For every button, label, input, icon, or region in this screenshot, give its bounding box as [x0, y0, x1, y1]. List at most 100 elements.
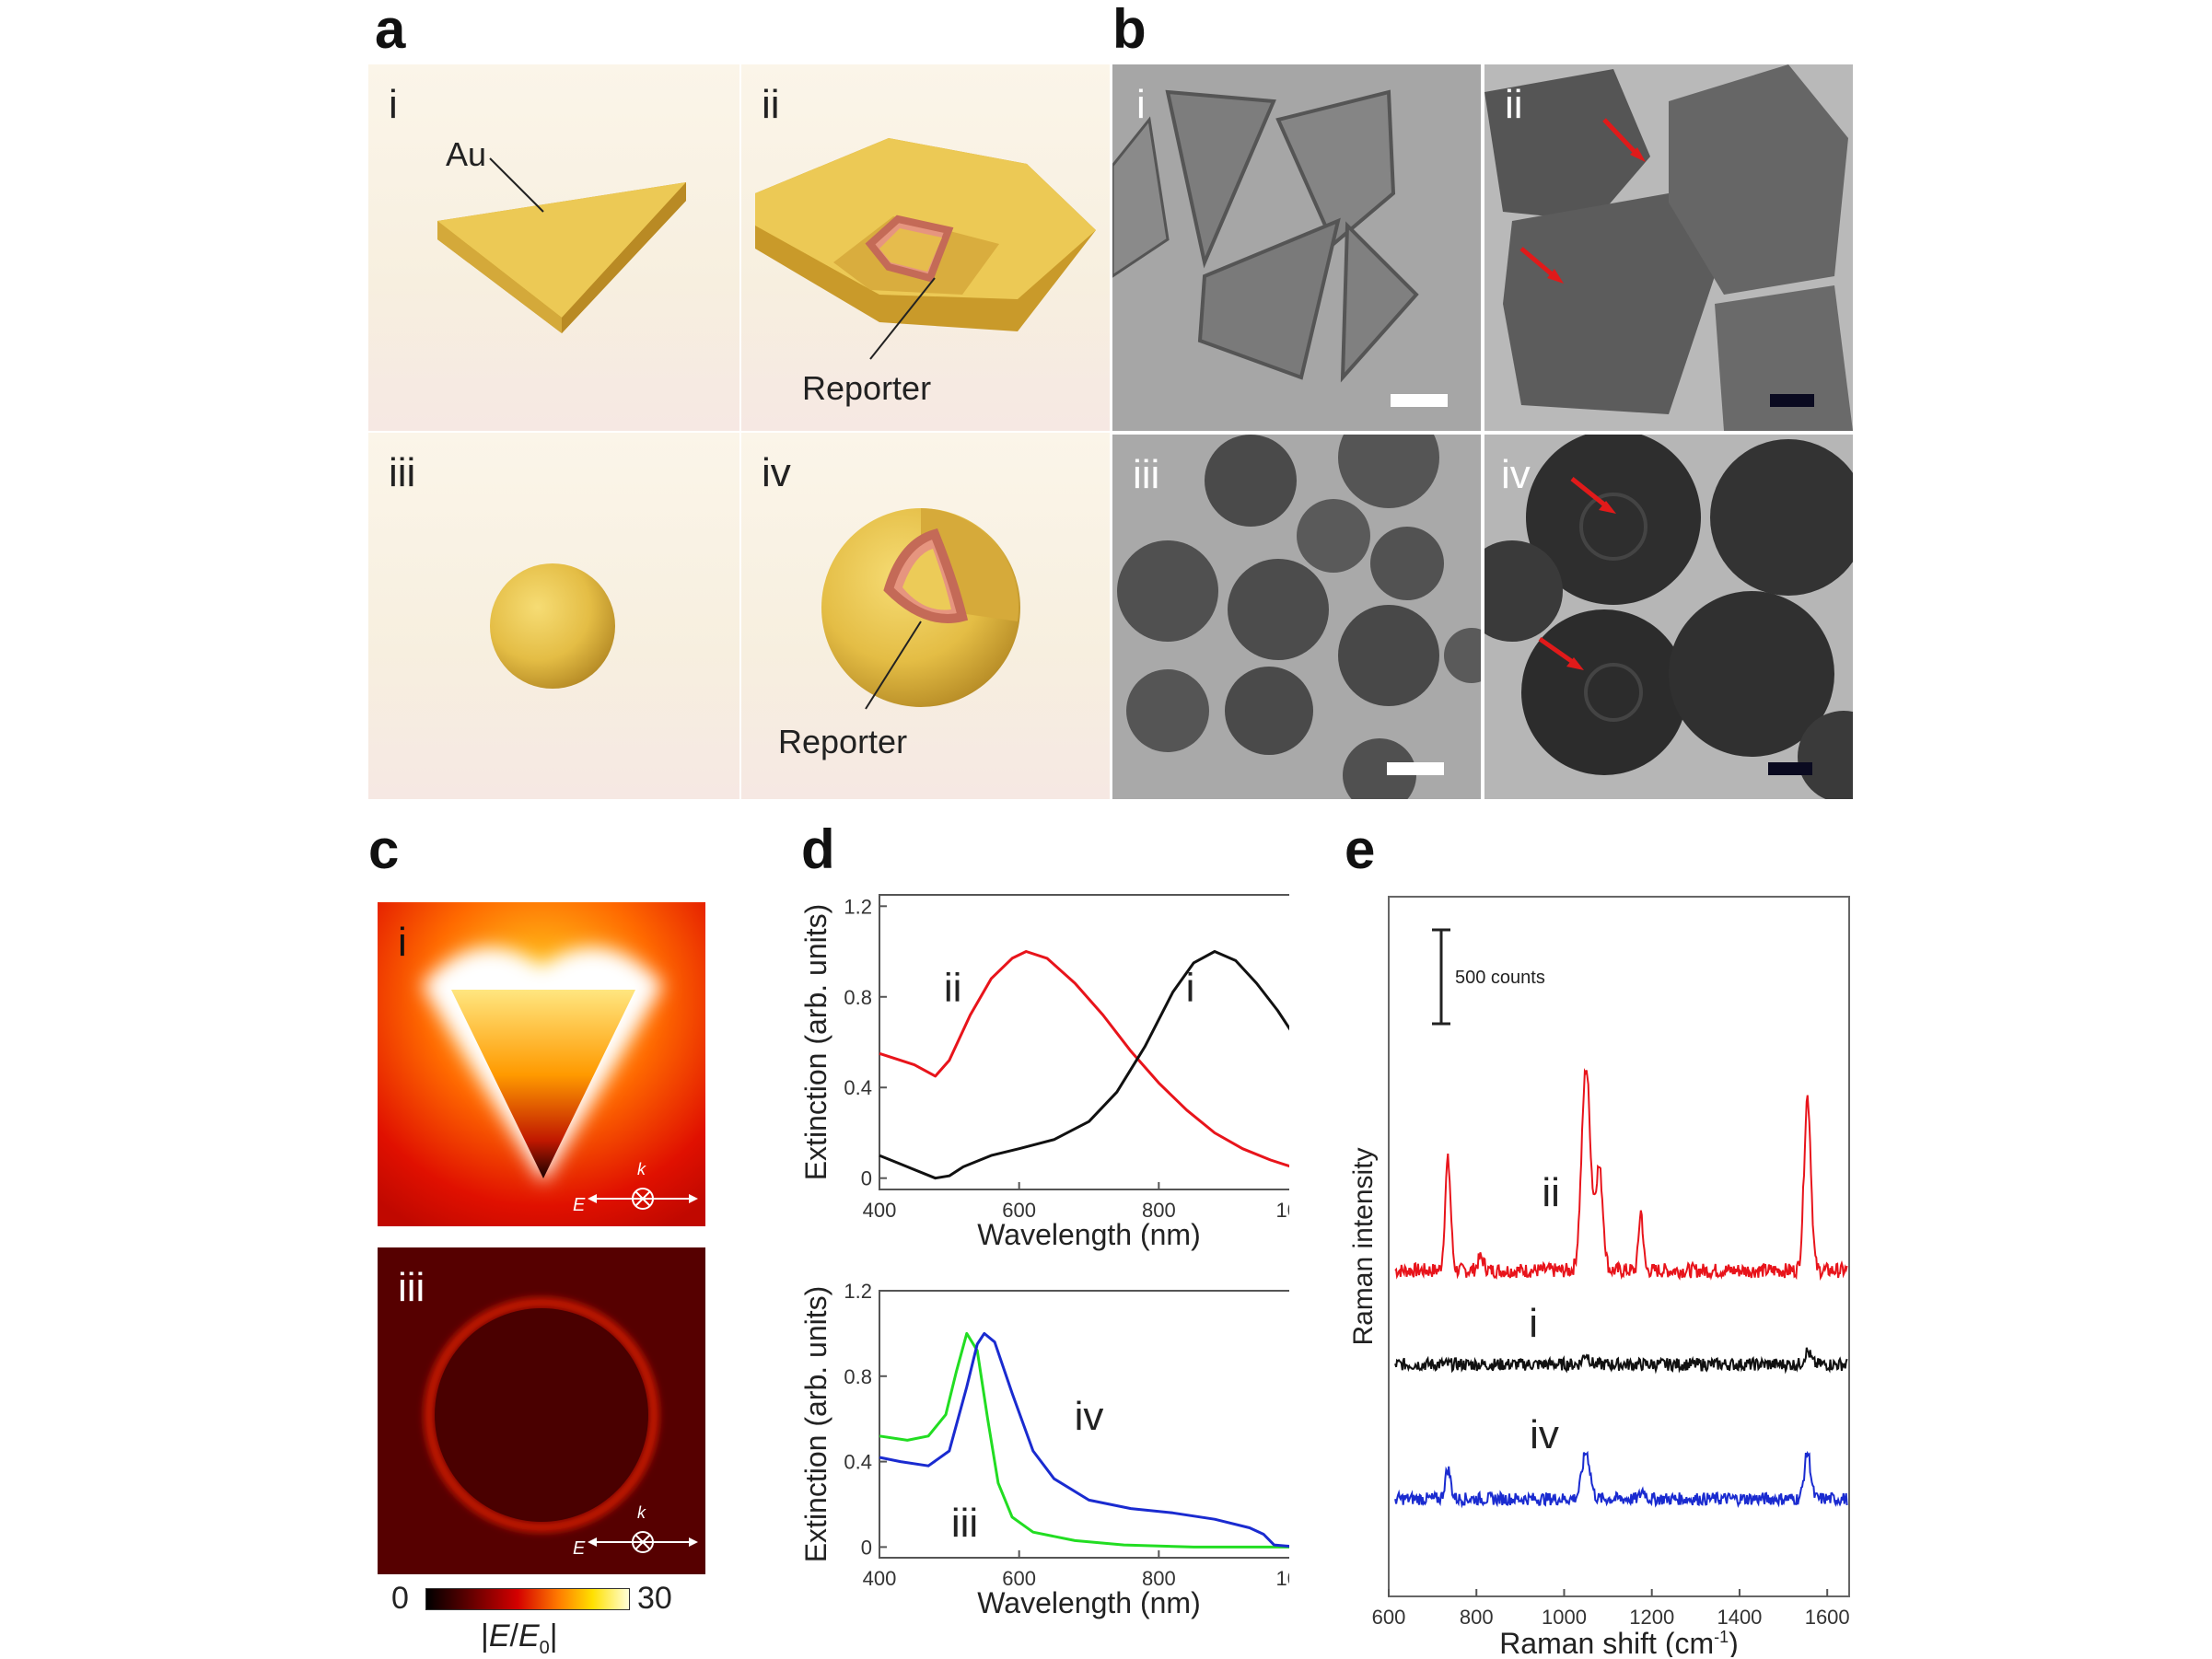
panel-a-i: i Au	[368, 64, 739, 431]
polarization-k-label: k	[637, 1160, 646, 1178]
x-tick-label: 1200	[1629, 1606, 1674, 1629]
y-tick-label: 0.8	[844, 1365, 872, 1388]
field-map-i-label: i	[398, 920, 407, 965]
tem-image-iv: iv	[1484, 435, 1853, 799]
scale-bar-label: 500 counts	[1455, 968, 1545, 988]
x-tick-label: 1000	[1542, 1606, 1587, 1629]
y-axis-label: Extinction (arb. units)	[799, 1286, 832, 1563]
panel-label-d: d	[801, 818, 835, 880]
panel-a-ii-label: ii	[762, 82, 780, 127]
extinction-chart-top: 400 600 800 1000 0 0.4 0.8 1.2 Wavelength (nm) Ex…	[799, 894, 1289, 1251]
x-tick-label: 600	[1002, 1199, 1036, 1222]
panel-label-a: a	[375, 0, 406, 60]
y-tick-label: 1.2	[844, 895, 872, 918]
scale-bar	[1391, 394, 1448, 407]
y-axis-label: Raman intensity	[1348, 1147, 1379, 1345]
colorbar-title-sep: /	[509, 1618, 518, 1653]
gold-sphere-icon	[490, 563, 615, 689]
series-line-i	[1394, 1347, 1848, 1375]
au-label: Au	[446, 135, 487, 173]
series-label-i: i	[1529, 1301, 1538, 1346]
polarization-arrow-icon	[588, 1531, 698, 1553]
x-tick-label: 800	[1142, 1199, 1176, 1222]
panel-label-c: c	[368, 818, 400, 880]
panel-label-b: b	[1112, 0, 1147, 60]
series-line-iv	[879, 1331, 1289, 1549]
polarization-k-label: k	[637, 1503, 646, 1522]
gold-core-shell-plate-icon	[755, 138, 1096, 360]
y-tick-label: 0	[861, 1536, 872, 1559]
x-axis-label: Wavelength (nm)	[977, 1586, 1200, 1619]
tem-plates	[1484, 64, 1853, 431]
y-tick-label: 1.2	[844, 1280, 872, 1303]
field-map-iii: iii k E	[378, 1247, 705, 1574]
tem-core-shell-spheres	[1484, 435, 1853, 799]
x-axis-label: Wavelength (nm)	[977, 1218, 1200, 1251]
sphere-field-map	[378, 1247, 705, 1574]
series-label-ii: ii	[944, 966, 962, 1011]
colorbar-title-sub: 0	[539, 1637, 550, 1658]
series-line-iii	[879, 1331, 1289, 1549]
y-tick-label: 0	[861, 1167, 872, 1190]
plot-frame	[1388, 896, 1850, 1597]
colorbar	[425, 1588, 630, 1610]
field-map-i: i k E	[378, 902, 705, 1226]
series-label-iv: iv	[1075, 1394, 1104, 1439]
x-tick-label: 800	[1460, 1606, 1494, 1629]
series-line-iv	[1394, 1450, 1848, 1509]
x-tick-label: 1000	[1276, 1567, 1289, 1590]
y-tick-label: 0.8	[844, 986, 872, 1009]
x-axis-label: Raman shift (cm-1)	[1499, 1627, 1739, 1657]
x-tick-label: 1600	[1805, 1606, 1850, 1629]
tem-image-ii: ii	[1484, 64, 1853, 431]
polarization-arrow-icon	[588, 1188, 698, 1210]
colorbar-max-label: 30	[637, 1581, 672, 1616]
tem-iii-label: iii	[1133, 452, 1160, 497]
x-tick-label: 1400	[1717, 1606, 1762, 1629]
x-tick-label: 600	[1002, 1567, 1036, 1590]
y-axis-label: Extinction (arb. units)	[799, 904, 832, 1181]
plot-frame	[879, 1290, 1289, 1559]
y-tick-label: 0.4	[844, 1076, 872, 1099]
polarization-e-label: E	[573, 1538, 586, 1559]
colorbar-title: |E/E0|	[481, 1618, 558, 1659]
colorbar-min-label: 0	[391, 1581, 409, 1616]
scale-bar	[1768, 762, 1812, 775]
reporter-label-ii: Reporter	[802, 369, 932, 407]
tem-i-label: i	[1136, 82, 1146, 127]
x-tick-label: 400	[863, 1567, 897, 1590]
x-tick-label: 1000	[1276, 1199, 1289, 1222]
y-tick-label: 0.4	[844, 1451, 872, 1474]
series-label-i: i	[1186, 966, 1195, 1011]
polarization-e-label: E	[573, 1195, 586, 1215]
scale-bar	[1770, 394, 1814, 407]
colorbar-title-e: E	[488, 1618, 510, 1653]
x-tick-label: 400	[863, 1199, 897, 1222]
panel-a-i-label: i	[389, 82, 398, 127]
tem-triangles	[1112, 89, 1419, 383]
extinction-chart-bottom: 400 600 800 1000 0 0.4 0.8 1.2 Wavelength (nm) Ex…	[799, 1280, 1289, 1619]
colorbar-title-post: |	[549, 1618, 558, 1653]
series-line-i	[879, 950, 1289, 1180]
raman-chart: 600 800 1000 1200 1400 1600 Raman shift (cm-1)…	[1348, 896, 1850, 1657]
field-map-iii-label: iii	[398, 1265, 425, 1310]
gold-core-shell-sphere-icon	[821, 508, 1020, 710]
colorbar-title-pre: |	[481, 1618, 489, 1653]
panel-a-ii: ii Reporter	[741, 64, 1110, 431]
scale-bar	[1387, 762, 1444, 775]
tem-spheres	[1117, 435, 1481, 799]
panel-a-iii-label: iii	[389, 450, 416, 495]
gold-triangle-plate-icon	[437, 157, 686, 333]
series-line-ii	[1394, 1067, 1848, 1282]
series-label-ii: ii	[1542, 1170, 1560, 1215]
colorbar-title-e0: E	[518, 1618, 540, 1653]
panel-label-e: e	[1345, 818, 1376, 880]
series-label-iv: iv	[1530, 1412, 1559, 1457]
panel-a-iv: iv Reporter	[741, 433, 1110, 799]
plot-frame	[879, 894, 1289, 1190]
tem-image-i: i	[1112, 64, 1481, 431]
tem-ii-label: ii	[1505, 82, 1523, 127]
series-line-ii	[879, 950, 1289, 1168]
x-tick-label: 600	[1372, 1606, 1406, 1629]
x-tick-label: 800	[1142, 1567, 1176, 1590]
